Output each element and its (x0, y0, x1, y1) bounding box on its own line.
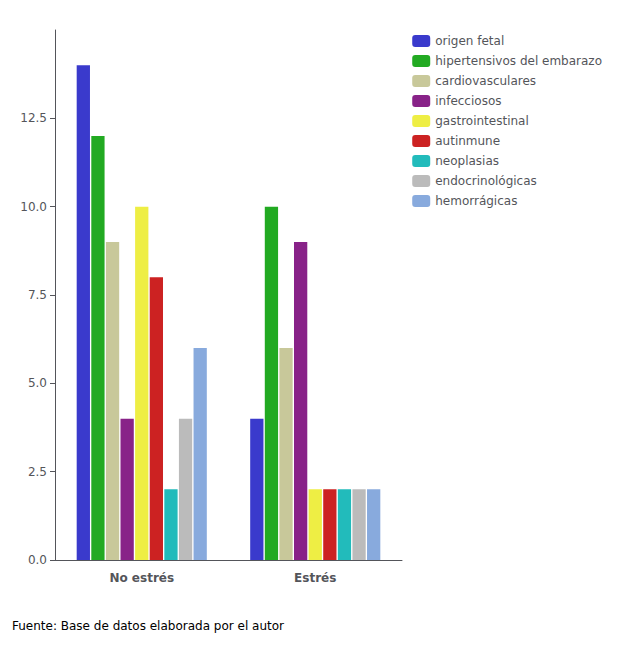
svg-text:5.0: 5.0 (28, 376, 47, 390)
svg-text:infecciosos: infecciosos (435, 94, 501, 108)
svg-text:10.0: 10.0 (20, 200, 47, 214)
svg-text:hemorrágicas: hemorrágicas (435, 194, 517, 208)
svg-text:cardiovasculares: cardiovasculares (435, 74, 536, 88)
svg-text:12.5: 12.5 (20, 111, 47, 125)
svg-text:0.0: 0.0 (28, 553, 47, 567)
svg-text:No estrés: No estrés (109, 571, 174, 585)
svg-text:Estrés: Estrés (294, 571, 336, 585)
svg-text:hipertensivos del embarazo: hipertensivos del embarazo (435, 54, 602, 68)
svg-text:7.5: 7.5 (28, 288, 47, 302)
svg-text:Fuente: Base de datos elaborad: Fuente: Base de datos elaborada por el a… (12, 619, 284, 633)
svg-text:endocrinológicas: endocrinológicas (435, 174, 537, 188)
svg-text:2.5: 2.5 (28, 465, 47, 479)
svg-text:origen fetal: origen fetal (435, 34, 504, 48)
svg-text:neoplasias: neoplasias (435, 154, 499, 168)
svg-text:autinmune: autinmune (435, 134, 500, 148)
svg-text:gastrointestinal: gastrointestinal (435, 114, 529, 128)
